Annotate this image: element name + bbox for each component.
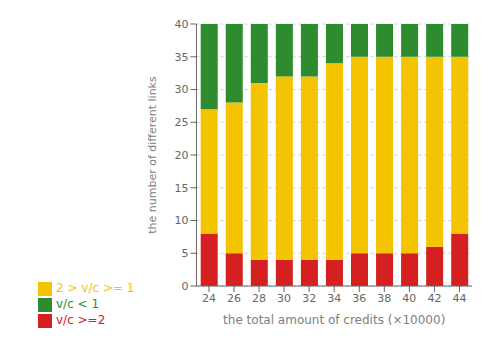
svg-text:44: 44 bbox=[452, 292, 466, 305]
svg-text:38: 38 bbox=[377, 292, 391, 305]
svg-text:40: 40 bbox=[174, 18, 188, 31]
svg-text:26: 26 bbox=[227, 292, 241, 305]
svg-text:10: 10 bbox=[174, 214, 188, 227]
svg-text:15: 15 bbox=[174, 182, 188, 195]
html-text:v/c >=2: v/c >=2 bbox=[56, 313, 106, 327]
svg-text:5: 5 bbox=[181, 247, 188, 260]
svg-text:36: 36 bbox=[352, 292, 366, 305]
svg-text:28: 28 bbox=[252, 292, 266, 305]
svg-text:32: 32 bbox=[302, 292, 316, 305]
svg-text:35: 35 bbox=[174, 51, 188, 64]
svg-text:42: 42 bbox=[427, 292, 441, 305]
html-text:2 > v/c >= 1: 2 > v/c >= 1 bbox=[56, 281, 135, 295]
html-text:v/c < 1: v/c < 1 bbox=[56, 297, 100, 311]
svg-text:the number of different links: the number of different links bbox=[146, 76, 159, 234]
svg-text:0: 0 bbox=[181, 280, 188, 293]
svg-text:30: 30 bbox=[174, 83, 188, 96]
svg-text:40: 40 bbox=[402, 292, 416, 305]
svg-text:25: 25 bbox=[174, 116, 188, 129]
svg-text:the total amount of credits (×: the total amount of credits (×10000) bbox=[223, 313, 445, 327]
svg-text:24: 24 bbox=[202, 292, 216, 305]
svg-text:20: 20 bbox=[174, 149, 188, 162]
svg-text:30: 30 bbox=[277, 292, 291, 305]
svg-text:34: 34 bbox=[327, 292, 341, 305]
